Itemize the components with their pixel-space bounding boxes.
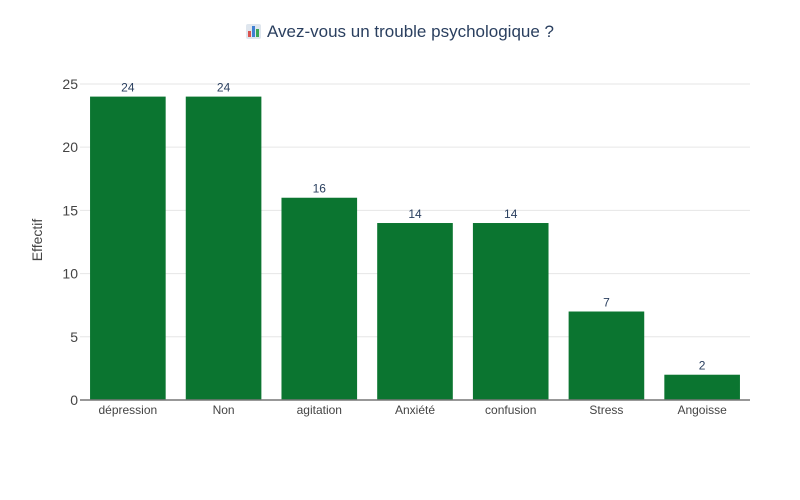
y-tick-label-4: 20 [62, 139, 78, 155]
data-label-3: 14 [408, 207, 422, 221]
chart-title-text: Avez-vous un trouble psychologique ? [267, 22, 554, 41]
x-tick-label-2: agitation [297, 403, 342, 417]
x-tick-label-4: confusion [485, 403, 536, 417]
bar-4[interactable] [472, 223, 549, 400]
bars [90, 96, 740, 401]
data-label-6: 2 [699, 359, 706, 373]
bar-chart-icon [246, 24, 261, 39]
x-tick-label-5: Stress [589, 403, 623, 417]
axes: 0 5 10 15 20 25 dépression Non agitation Anxiété c… [62, 76, 750, 417]
x-tick-label-1: Non [213, 403, 235, 417]
bar-1[interactable] [185, 96, 262, 401]
y-tick-label-3: 15 [62, 202, 78, 218]
y-tick-label-5: 25 [62, 76, 78, 92]
y-tick-label-1: 5 [70, 329, 78, 345]
x-tick-label-6: Angoisse [677, 403, 727, 417]
y-axis-title: Effectif [29, 219, 45, 262]
bar-6[interactable] [664, 374, 740, 400]
x-tick-label-3: Anxiété [395, 403, 435, 417]
data-label-1: 24 [217, 81, 231, 95]
data-labels: 24 24 16 14 14 7 2 [121, 81, 706, 373]
x-tick-label-0: dépression [98, 403, 157, 417]
data-label-2: 16 [313, 182, 327, 196]
chart-title: Avez-vous un trouble psychologique ? [0, 22, 800, 42]
bar-2[interactable] [281, 197, 358, 400]
data-label-0: 24 [121, 81, 135, 95]
y-tick-label-2: 10 [62, 266, 78, 282]
data-label-4: 14 [504, 207, 518, 221]
bar-5[interactable] [568, 311, 645, 400]
y-tick-label-0: 0 [70, 392, 78, 408]
data-label-5: 7 [603, 296, 610, 310]
bar-3[interactable] [377, 223, 453, 400]
bar-0[interactable] [90, 96, 166, 401]
